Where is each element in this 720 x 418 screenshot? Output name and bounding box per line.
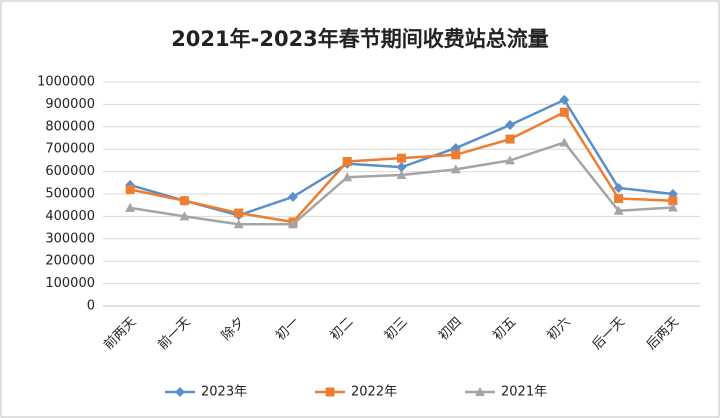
y-tick-label: 600000 <box>45 164 95 179</box>
y-tick-label: 1000000 <box>37 75 95 90</box>
y-tick-label: 100000 <box>45 276 95 291</box>
data-point <box>179 196 189 206</box>
data-point <box>613 182 624 193</box>
y-tick-label: 700000 <box>45 142 95 157</box>
data-point <box>614 193 624 203</box>
data-point <box>233 219 244 229</box>
data-point <box>342 172 353 182</box>
data-point <box>505 155 516 165</box>
chart-title: 2021年-2023年春节期间收费站总流量 <box>171 27 549 51</box>
legend-label: 2021年 <box>501 385 547 400</box>
data-point <box>397 153 406 163</box>
data-point <box>179 211 190 221</box>
y-tick-label: 0 <box>87 299 95 314</box>
data-point <box>342 157 352 167</box>
data-point <box>559 137 570 147</box>
data-point <box>396 169 407 179</box>
data-point <box>287 219 298 229</box>
y-tick-label: 400000 <box>45 209 95 224</box>
legend-label: 2022年 <box>351 385 397 400</box>
data-point <box>234 208 244 218</box>
legend-marker <box>325 387 335 397</box>
y-tick-label: 500000 <box>45 187 95 202</box>
legend-marker <box>175 387 185 397</box>
data-point <box>559 107 569 117</box>
y-tick-label: 800000 <box>45 119 95 134</box>
data-point <box>287 191 298 202</box>
y-tick-label: 300000 <box>45 231 95 246</box>
legend-label: 2023年 <box>201 385 247 400</box>
data-point <box>125 185 135 195</box>
data-point <box>559 94 570 105</box>
data-point <box>451 150 461 160</box>
y-tick-label: 900000 <box>45 97 95 112</box>
legend-marker <box>475 387 485 396</box>
data-point <box>125 202 136 212</box>
data-point <box>613 205 624 215</box>
data-point <box>396 162 407 173</box>
data-point <box>667 202 678 212</box>
y-tick-label: 200000 <box>45 254 95 269</box>
data-point <box>668 196 678 206</box>
data-point <box>505 120 516 131</box>
data-point <box>450 164 461 174</box>
data-point <box>505 134 515 144</box>
